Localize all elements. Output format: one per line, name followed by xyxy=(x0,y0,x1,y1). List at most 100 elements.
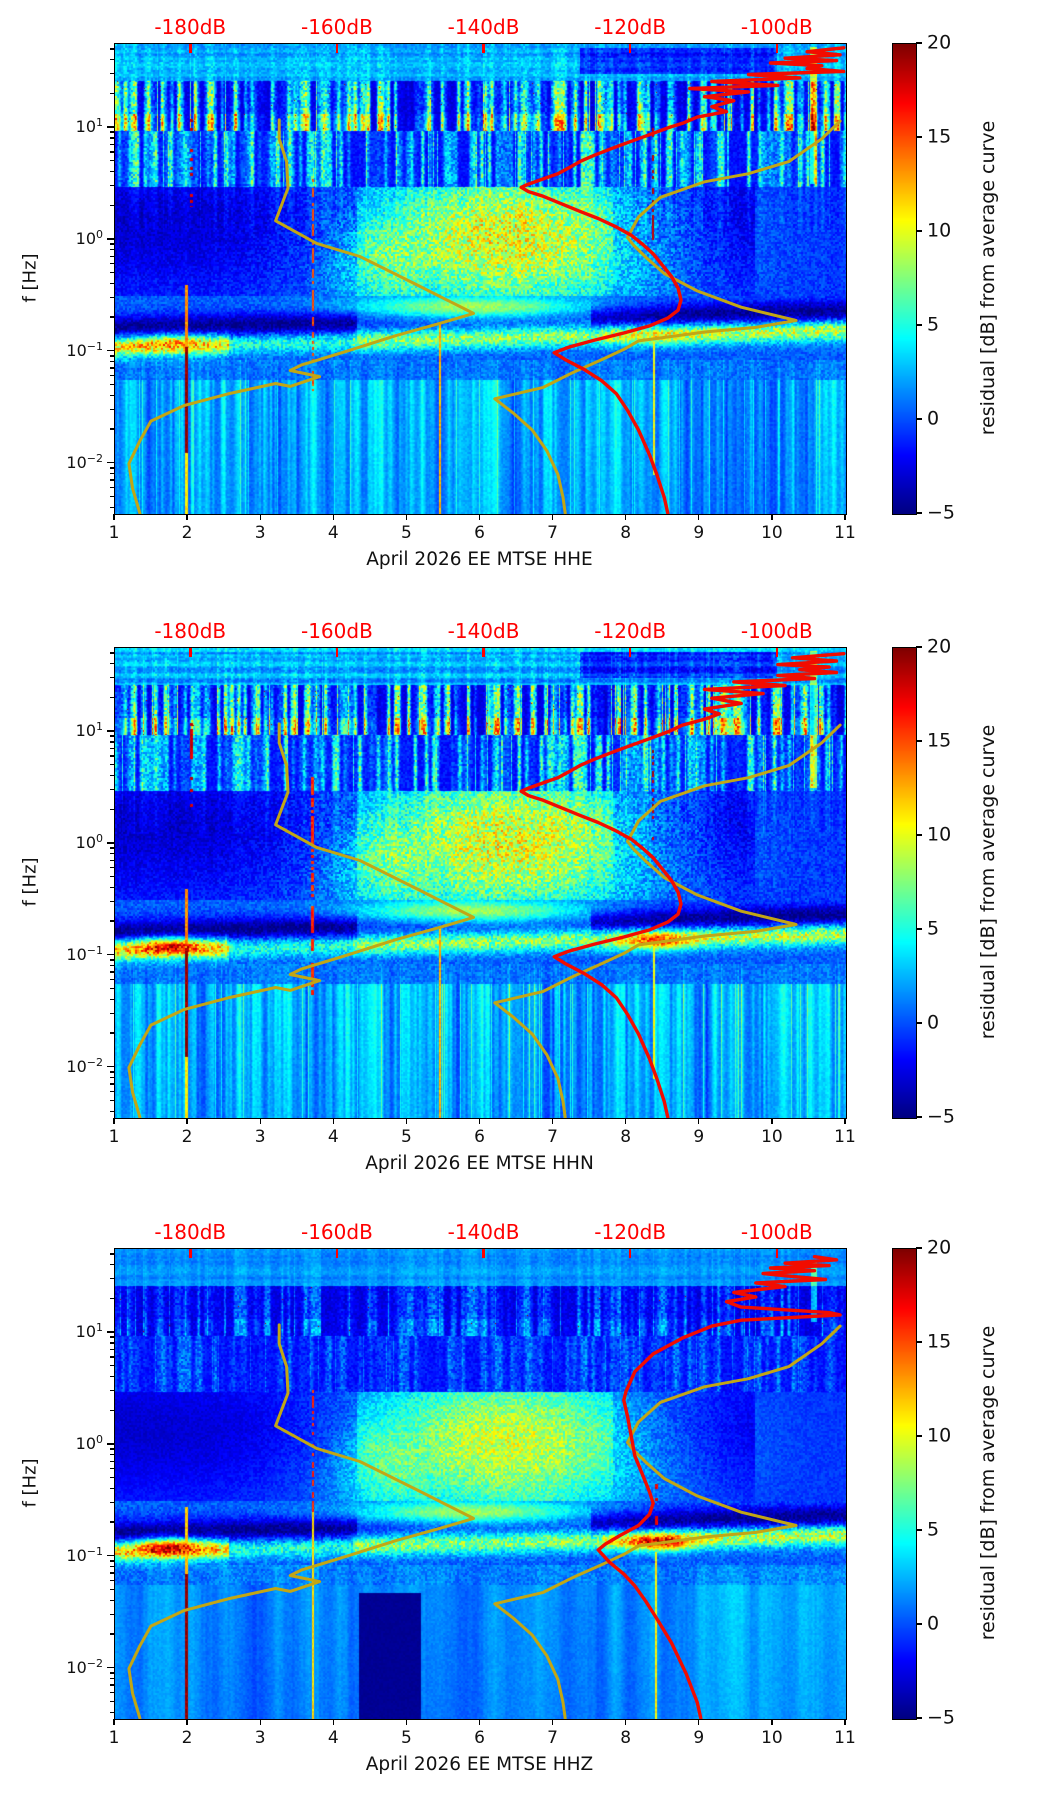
colorbar-tick-label: 20 xyxy=(927,31,952,54)
colorbar-gradient xyxy=(893,1249,916,1719)
top-db-tick-label: -160dB xyxy=(300,15,373,39)
colorbar-tick-label: 5 xyxy=(927,1518,940,1541)
y-axis-label: f [Hz] xyxy=(19,857,41,907)
x-tick-label: 4 xyxy=(327,1728,339,1748)
colorbar-tick-label: 0 xyxy=(927,1011,940,1034)
colorbar xyxy=(892,43,917,515)
x-tick-label: 2 xyxy=(181,1127,193,1147)
plot-area-hhe xyxy=(114,43,847,515)
top-db-tick-label: -120dB xyxy=(594,619,667,643)
x-tick-label: 8 xyxy=(620,523,632,543)
colorbar-tick-label: 10 xyxy=(927,219,952,242)
y-tick-label: 10−2 xyxy=(66,1656,103,1677)
x-tick-label: 3 xyxy=(254,523,266,543)
x-tick-label: 10 xyxy=(761,1728,783,1748)
colorbar-tick-label: 0 xyxy=(927,1612,940,1635)
colorbar-tick-label: 10 xyxy=(927,1424,952,1447)
psd-and-noise-model-curves xyxy=(127,651,846,1118)
top-db-tick-label: -140dB xyxy=(447,619,520,643)
top-db-tick-label: -100dB xyxy=(740,15,813,39)
x-tick-label: 10 xyxy=(761,1127,783,1147)
colorbar-tick-label: 20 xyxy=(927,1236,952,1259)
y-tick-label: 10−1 xyxy=(66,339,103,360)
x-tick-label: 1 xyxy=(108,523,120,543)
x-axis-title: April 2026 EE MTSE HHN xyxy=(365,1153,594,1174)
top-db-tick-label: -160dB xyxy=(300,1220,373,1244)
colorbar-label: residual [dB] from average curve xyxy=(977,120,999,436)
x-tick-label: 5 xyxy=(400,1728,412,1748)
x-tick-label: 11 xyxy=(834,523,856,543)
x-tick-label: 5 xyxy=(400,523,412,543)
x-tick-label: 6 xyxy=(474,1728,485,1748)
y-tick-label: 101 xyxy=(75,115,103,137)
top-db-tick-label: -180dB xyxy=(154,1220,227,1244)
colorbar-gradient xyxy=(893,648,916,1118)
x-tick-label: 6 xyxy=(474,523,485,543)
x-tick-label: 2 xyxy=(181,523,193,543)
top-db-tick-label: -120dB xyxy=(594,1220,667,1244)
top-db-tick-label: -120dB xyxy=(594,15,667,39)
colorbar xyxy=(892,647,917,1119)
colorbar-tick-label: 15 xyxy=(927,729,952,752)
y-tick-label: 101 xyxy=(75,1320,103,1342)
top-db-tick-label: -160dB xyxy=(300,619,373,643)
x-tick-label: 7 xyxy=(547,1728,559,1748)
x-tick-label: 4 xyxy=(327,1127,339,1147)
x-tick-label: 8 xyxy=(620,1728,632,1748)
x-tick-label: 2 xyxy=(181,1728,193,1748)
colorbar-tick-label: 10 xyxy=(927,823,952,846)
x-tick-label: 9 xyxy=(693,1728,705,1748)
top-db-tick-label: -100dB xyxy=(740,619,813,643)
psd-and-noise-model-curves xyxy=(127,46,846,514)
top-db-tick-label: -140dB xyxy=(447,15,520,39)
plot-area-hhn xyxy=(114,647,847,1119)
colorbar-label: residual [dB] from average curve xyxy=(977,1325,999,1641)
x-tick-label: 11 xyxy=(834,1728,856,1748)
top-db-tick-label: -100dB xyxy=(740,1220,813,1244)
y-tick-label: 100 xyxy=(75,831,103,852)
y-axis-label: f [Hz] xyxy=(19,253,41,303)
top-db-tick-label: -180dB xyxy=(154,15,227,39)
x-tick-label: 6 xyxy=(474,1127,485,1147)
y-tick-label: 10−2 xyxy=(66,1055,103,1076)
x-tick-label: 5 xyxy=(400,1127,412,1147)
x-tick-label: 1 xyxy=(108,1127,120,1147)
y-axis-label: f [Hz] xyxy=(19,1458,41,1508)
x-axis-title: April 2026 EE MTSE HHE xyxy=(366,549,593,570)
top-db-tick-label: -140dB xyxy=(447,1220,520,1244)
plot-area-hhz xyxy=(114,1248,847,1720)
colorbar-tick-label: −5 xyxy=(927,1105,956,1128)
colorbar-tick-label: −5 xyxy=(927,1706,956,1729)
x-tick-label: 7 xyxy=(547,1127,559,1147)
x-tick-label: 9 xyxy=(693,1127,705,1147)
colorbar-tick-label: −5 xyxy=(927,501,956,524)
spectrogram-image xyxy=(115,648,846,1118)
psd-and-noise-model-curves xyxy=(127,1254,842,1719)
colorbar-tick-label: 15 xyxy=(927,1330,952,1353)
colorbar-tick-label: 5 xyxy=(927,313,940,336)
y-tick-label: 10−2 xyxy=(66,451,103,472)
y-tick-label: 101 xyxy=(75,719,103,741)
x-tick-label: 3 xyxy=(254,1728,266,1748)
top-db-tick-label: -180dB xyxy=(154,619,227,643)
x-axis-title: April 2026 EE MTSE HHZ xyxy=(365,1754,594,1775)
colorbar-label: residual [dB] from average curve xyxy=(977,724,999,1040)
x-tick-label: 4 xyxy=(327,523,339,543)
x-tick-label: 1 xyxy=(108,1728,120,1748)
colorbar-tick-label: 15 xyxy=(927,125,952,148)
colorbar xyxy=(892,1248,917,1720)
spectrogram-image xyxy=(115,1249,846,1719)
colorbar-tick-label: 0 xyxy=(927,407,940,430)
colorbar-gradient xyxy=(893,44,916,514)
y-tick-label: 100 xyxy=(75,1432,103,1453)
x-tick-label: 8 xyxy=(620,1127,632,1147)
y-tick-label: 100 xyxy=(75,227,103,248)
y-tick-label: 10−1 xyxy=(66,1544,103,1565)
x-tick-label: 11 xyxy=(834,1127,856,1147)
y-tick-label: 10−1 xyxy=(66,943,103,964)
x-tick-label: 7 xyxy=(547,523,559,543)
colorbar-tick-label: 20 xyxy=(927,635,952,658)
x-tick-label: 9 xyxy=(693,523,705,543)
x-tick-label: 3 xyxy=(254,1127,266,1147)
